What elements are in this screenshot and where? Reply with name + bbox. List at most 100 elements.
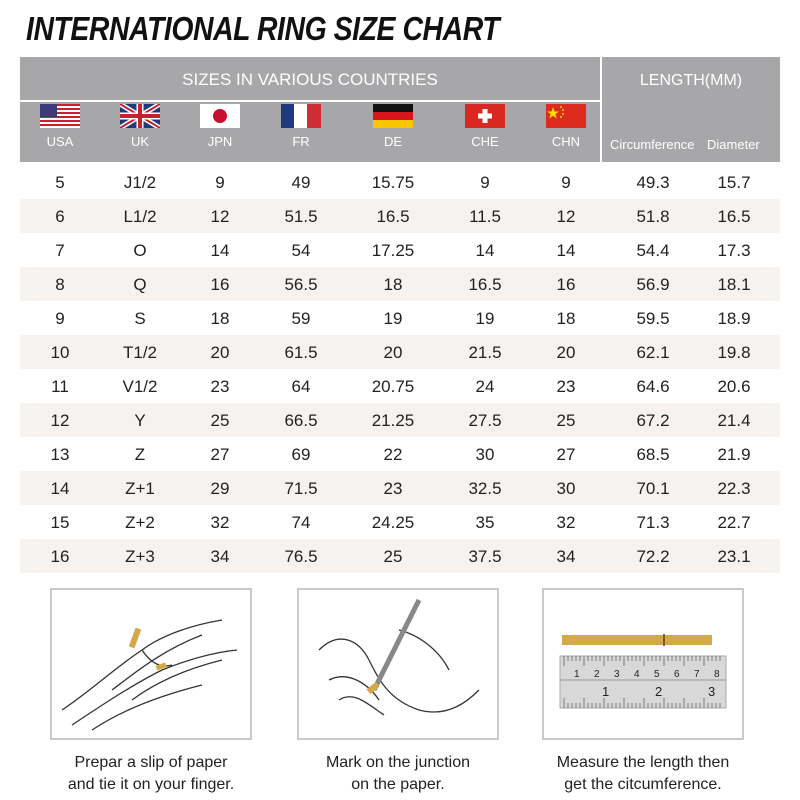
table-cell: 21.25 xyxy=(371,411,415,430)
size-table: 5 J1/2 9 49 15.75 9 9 49.3 15.7 6 L1/2 12 51.5 16.5 11… xyxy=(20,165,780,573)
table-cell: 25 xyxy=(556,411,576,430)
table-cell: 16 xyxy=(50,547,70,566)
country-label: CHE xyxy=(471,134,499,149)
table-cell: 16 xyxy=(556,275,576,294)
table-cell: 17.25 xyxy=(371,241,415,260)
table-cell: 21.9 xyxy=(717,445,751,464)
table-cell: 24 xyxy=(475,377,495,396)
table-cell: T1/2 xyxy=(122,343,158,362)
japan-flag-icon xyxy=(200,104,240,128)
table-row: 11 V1/2 23 64 20.75 24 23 64.6 20.6 xyxy=(20,369,780,403)
table-cell: 20.6 xyxy=(717,377,751,396)
caption-line: and tie it on your finger. xyxy=(67,776,235,793)
table-cell: 19 xyxy=(383,309,403,328)
table-cell: 49.3 xyxy=(636,173,670,192)
table-cell: 67.2 xyxy=(636,411,670,430)
country-label: UK xyxy=(130,134,150,149)
table-cell: 70.1 xyxy=(636,479,670,498)
country-che: CHE xyxy=(450,104,520,149)
country-label: USA xyxy=(46,134,74,149)
ruler-label: 4 xyxy=(634,669,640,680)
table-cell: 64.6 xyxy=(636,377,670,396)
ruler-label: 2 xyxy=(655,684,662,699)
table-cell: 22.7 xyxy=(717,513,751,532)
table-cell: 16.5 xyxy=(376,207,410,226)
table-cell: 62.1 xyxy=(636,343,670,362)
table-cell: 51.8 xyxy=(636,207,670,226)
table-cell: 14 xyxy=(556,241,576,260)
table-cell: O xyxy=(133,241,147,260)
ruler-label: 6 xyxy=(674,669,680,680)
table-row: 7 O 14 54 17.25 14 14 54.4 17.3 xyxy=(20,233,780,267)
page-title: INTERNATIONAL RING SIZE CHART xyxy=(26,10,500,47)
table-cell: Z+3 xyxy=(125,547,155,566)
france-flag-icon xyxy=(281,104,321,128)
table-cell: 15 xyxy=(50,513,70,532)
ruler-label: 1 xyxy=(574,669,580,680)
table-cell: 8 xyxy=(55,275,65,294)
table-cell: 27 xyxy=(556,445,576,464)
ruler-label: 7 xyxy=(694,669,700,680)
table-cell: 59.5 xyxy=(636,309,670,328)
country-uk: UK xyxy=(105,104,175,149)
ruler-label: 8 xyxy=(714,669,720,680)
sizes-heading: SIZES IN VARIOUS COUNTRIES xyxy=(182,70,438,89)
table-cell: 22.3 xyxy=(717,479,751,498)
table-cell: 23 xyxy=(383,479,403,498)
table-cell: 14 xyxy=(475,241,495,260)
table-cell: 14 xyxy=(50,479,70,498)
table-cell: J1/2 xyxy=(123,173,157,192)
table-row: 15 Z+2 32 74 24.25 35 32 71.3 22.7 xyxy=(20,505,780,539)
germany-flag-icon xyxy=(373,104,413,128)
country-label: DE xyxy=(383,134,403,149)
ruler-label: 3 xyxy=(708,684,715,699)
table-cell: 20 xyxy=(383,343,403,362)
table-cell: 68.5 xyxy=(636,445,670,464)
table-cell: 18.9 xyxy=(717,309,751,328)
switzerland-flag-icon xyxy=(465,104,505,128)
table-cell: 20 xyxy=(210,343,230,362)
caption-line: get the citcumference. xyxy=(564,776,722,793)
table-cell: S xyxy=(134,309,146,328)
country-fr: FR xyxy=(266,104,336,149)
table-cell: 18 xyxy=(556,309,576,328)
uk-flag-icon xyxy=(120,104,160,128)
table-cell: 15.7 xyxy=(717,173,751,192)
step-2-caption: Mark on the junction on the paper. xyxy=(268,752,528,796)
table-cell: 24.25 xyxy=(371,513,415,532)
table-cell: 19 xyxy=(475,309,495,328)
table-row: 9 S 18 59 19 19 18 59.5 18.9 xyxy=(20,301,780,335)
table-cell: Z+1 xyxy=(125,479,155,498)
table-cell: 14 xyxy=(210,241,230,260)
table-cell: 9 xyxy=(215,173,225,192)
circumference-label: Circumference xyxy=(610,137,695,152)
table-cell: 15.75 xyxy=(371,173,415,192)
table-cell: 12 xyxy=(556,207,576,226)
table-cell: 17.3 xyxy=(717,241,751,260)
table-cell: 18 xyxy=(383,275,403,294)
table-cell: 54.4 xyxy=(636,241,670,260)
table-row: 13 Z 27 69 22 30 27 68.5 21.9 xyxy=(20,437,780,471)
table-cell: 32 xyxy=(210,513,230,532)
table-cell: 19.8 xyxy=(717,343,751,362)
table-cell: 9 xyxy=(55,309,65,328)
country-jpn: JPN xyxy=(185,104,255,149)
table-cell: 11 xyxy=(51,377,69,396)
caption-line: Mark on the junction xyxy=(325,754,471,771)
diameter-label: Diameter xyxy=(707,137,760,152)
table-cell: 20 xyxy=(556,343,576,362)
table-header: SIZES IN VARIOUS COUNTRIES LENGTH(MM) US… xyxy=(20,57,780,162)
table-cell: 20.75 xyxy=(371,377,415,396)
table-cell: 16 xyxy=(210,275,230,294)
caption-line: on the paper. xyxy=(351,776,445,793)
table-cell: 49 xyxy=(291,173,311,192)
table-cell: 34 xyxy=(210,547,230,566)
china-flag-icon xyxy=(546,104,586,128)
table-cell: Q xyxy=(133,275,147,294)
table-cell: 30 xyxy=(556,479,576,498)
caption-line: Prepar a slip of paper xyxy=(74,754,228,771)
table-cell: 9 xyxy=(480,173,490,192)
table-row: 6 L1/2 12 51.5 16.5 11.5 12 51.8 16.5 xyxy=(20,199,780,233)
caption-line: Measure the length then xyxy=(556,754,730,771)
